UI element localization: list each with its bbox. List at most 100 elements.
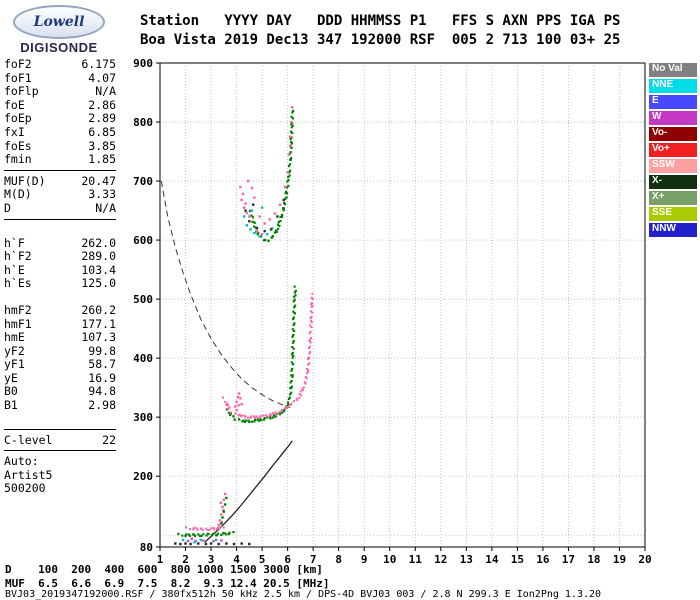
param-divider [4, 428, 116, 430]
param-row: foF1 4.07 [4, 70, 116, 86]
legend-item-vo+: Vo+ [649, 143, 697, 157]
svg-text:2: 2 [182, 553, 189, 566]
param-label: foF1 [4, 70, 32, 85]
svg-text:800: 800 [133, 116, 153, 129]
param-value: 107.3 [81, 330, 116, 345]
legend-item-e: E [649, 95, 697, 109]
svg-text:12: 12 [434, 553, 447, 566]
param-label: C-level [4, 432, 53, 447]
svg-text:900: 900 [133, 57, 153, 70]
svg-text:9: 9 [361, 553, 368, 566]
param-label: yF1 [4, 357, 25, 372]
param-row: h`E 103.4 [4, 262, 116, 278]
param-label: hmF1 [4, 316, 32, 331]
param-row: yF1 58.7 [4, 358, 116, 372]
param-label: hmE [4, 330, 25, 345]
series-es-spread-green [220, 496, 228, 525]
param-label: hmF2 [4, 302, 32, 317]
param-value: 4.07 [88, 70, 116, 85]
param-row: h`F 262.0 [4, 235, 116, 251]
param-row: B0 94.8 [4, 385, 116, 399]
station-header: Station YYYY DAY DDD HHMMSS P1 FFS S AXN… [140, 12, 620, 50]
lowell-digisonde-logo: Lowell DIGISONDE [8, 5, 110, 55]
series-es-layer-o [177, 531, 235, 537]
param-row: hmF1 177.1 [4, 316, 116, 332]
param-value: 2.98 [88, 398, 116, 413]
param-value: 125.0 [81, 276, 116, 291]
param-label: M(D) [4, 187, 32, 202]
svg-text:19: 19 [613, 553, 626, 566]
series-noise-cyan [181, 538, 218, 544]
param-row: Auto: [4, 455, 116, 469]
legend-item-vo-: Vo- [649, 127, 697, 141]
param-row: 500200 [4, 482, 116, 496]
param-value: N/A [95, 84, 116, 99]
logo-lowell-text: Lowell [33, 14, 85, 30]
param-divider [4, 450, 116, 452]
svg-text:15: 15 [511, 553, 524, 566]
series-es-spread-pink [217, 492, 227, 526]
svg-text:200: 200 [133, 470, 153, 483]
param-row: hmF2 260.2 [4, 302, 116, 318]
legend-item-nnw: NNW [649, 223, 697, 237]
parameter-panel: foF2 6.175 foF1 4.07 foFlp N/A foE 2.86 foEp 2.89… [4, 57, 116, 496]
ionogram-plot: 1 2 3 4 5 6 7 8 9 10 11 12 13 14 15 16 17 18 19 20900800700… [133, 57, 652, 566]
legend-item-sse: SSE [649, 207, 697, 221]
svg-text:4: 4 [233, 553, 240, 566]
svg-text:3: 3 [208, 553, 215, 566]
param-divider [4, 218, 116, 220]
param-label: Auto: [4, 454, 39, 469]
series-es-layer-x [185, 525, 225, 531]
svg-text:14: 14 [485, 553, 499, 566]
param-label: fxI [4, 124, 25, 139]
param-label: B0 [4, 384, 18, 399]
param-value: 22 [102, 432, 116, 447]
param-row: yF2 99.8 [4, 343, 116, 359]
muf-table-distance-row: D 100 200 400 600 800 1000 1500 3000 [km… [5, 563, 323, 576]
param-value: 94.8 [88, 384, 116, 399]
param-value: 289.0 [81, 249, 116, 264]
param-label: foE [4, 97, 25, 112]
param-row: h`Es 125.0 [4, 277, 116, 291]
svg-text:600: 600 [133, 234, 153, 247]
param-label: fmin [4, 152, 32, 167]
param-row: foEs 3.85 [4, 139, 116, 154]
series-noise-black [174, 542, 251, 546]
param-value: 103.4 [81, 262, 116, 277]
svg-text:16: 16 [536, 553, 550, 566]
plot-grid [160, 63, 645, 547]
status-line: BVJ03_2019347192000.RSF / 380fx512h 50 k… [5, 589, 602, 600]
station-header-line1: Station YYYY DAY DDD HHMMSS P1 FFS S AXN… [140, 13, 621, 29]
legend-item-x-: X- [649, 175, 697, 189]
series-spread-f-dark [244, 198, 285, 233]
param-label: h`F2 [4, 249, 32, 264]
legend-item-ssw: SSW [649, 159, 697, 173]
legend-item-w: W [649, 111, 697, 125]
param-row: foFlp N/A [4, 85, 116, 99]
plot-border [159, 62, 646, 548]
series-muf-transmission-curve [160, 180, 291, 409]
param-label: B1 [4, 398, 18, 413]
param-row: fxI 6.85 [4, 124, 116, 140]
series-spread-f-pink [239, 106, 294, 236]
svg-text:80: 80 [140, 541, 153, 554]
muf-table: D 100 200 400 600 800 1000 1500 3000 [km… [5, 563, 330, 590]
param-value: 262.0 [81, 235, 116, 250]
svg-text:300: 300 [133, 411, 153, 424]
param-label: 500200 [4, 481, 46, 496]
svg-text:5: 5 [259, 553, 266, 566]
param-value: 2.86 [88, 97, 116, 112]
svg-text:11: 11 [409, 553, 423, 566]
param-label: Artist5 [4, 467, 53, 482]
plot-axes: 1 2 3 4 5 6 7 8 9 10 11 12 13 14 15 16 17 18 19 20900800700… [133, 57, 652, 566]
logo-digisonde-text: DIGISONDE [20, 40, 98, 55]
svg-text:1: 1 [157, 553, 164, 566]
series-f1-cusp-spread [234, 392, 243, 412]
svg-text:13: 13 [460, 553, 473, 566]
param-value: 20.47 [81, 173, 116, 188]
param-row: foF2 6.175 [4, 57, 116, 72]
param-row: h`F2 289.0 [4, 250, 116, 264]
param-value: 6.175 [81, 57, 116, 71]
param-label: yF2 [4, 343, 25, 358]
svg-text:18: 18 [587, 553, 600, 566]
